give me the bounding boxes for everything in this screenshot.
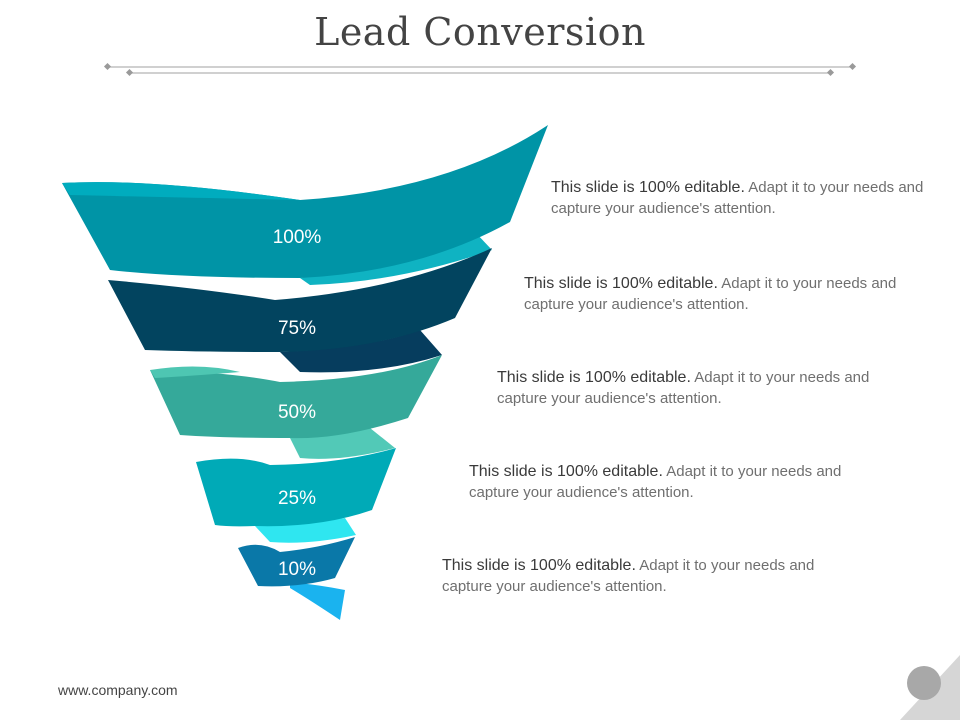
funnel-ribbon-body — [108, 248, 492, 352]
level-label: 100% — [273, 227, 322, 248]
description-text: Adapt it to your needs and capture your … — [469, 463, 842, 501]
funnel-level-25: 25% — [196, 448, 396, 543]
slide-title: Lead Conversion — [314, 10, 646, 54]
description-lead: This slide is 100% editable. — [497, 369, 691, 386]
description-lead: This slide is 100% editable. — [551, 179, 745, 196]
level-description-100: This slide is 100% editable. Adapt it to… — [551, 177, 931, 219]
funnel-level-50: 50% — [150, 355, 442, 459]
level-description-10: This slide is 100% editable. Adapt it to… — [442, 555, 822, 597]
description-text: Adapt it to your needs and capture your … — [551, 179, 924, 217]
level-description-50: This slide is 100% editable. Adapt it to… — [497, 367, 877, 409]
description-lead: This slide is 100% editable. — [442, 557, 636, 574]
corner-logo-icon — [900, 655, 960, 720]
level-label: 10% — [278, 559, 316, 580]
funnel-level-100: 100% — [62, 125, 548, 285]
funnel-level-75: 75% — [108, 248, 492, 373]
description-text: Adapt it to your needs and capture your … — [524, 275, 897, 313]
footer-url: www.company.com — [58, 682, 178, 698]
funnel-ribbon-body — [238, 537, 355, 587]
description-text: Adapt it to your needs and capture your … — [497, 369, 870, 407]
level-label: 50% — [278, 402, 316, 423]
level-description-25: This slide is 100% editable. Adapt it to… — [469, 461, 849, 503]
description-lead: This slide is 100% editable. — [524, 275, 718, 292]
title-divider — [103, 62, 857, 77]
description-text: Adapt it to your needs and capture your … — [442, 557, 815, 595]
funnel-ribbon-top — [62, 182, 300, 200]
funnel-ribbon-body — [196, 448, 396, 527]
funnel-ribbon-fold — [280, 330, 442, 373]
level-label: 25% — [278, 488, 316, 509]
funnel-ribbon-top — [150, 366, 240, 378]
funnel-ribbon-body — [62, 125, 548, 278]
level-description-75: This slide is 100% editable. Adapt it to… — [524, 273, 904, 315]
description-lead: This slide is 100% editable. — [469, 463, 663, 480]
funnel-ribbon-body — [150, 355, 442, 439]
funnel-level-10: 10% — [238, 537, 355, 620]
funnel-ribbon-tail — [290, 582, 345, 620]
level-label: 75% — [278, 318, 316, 339]
